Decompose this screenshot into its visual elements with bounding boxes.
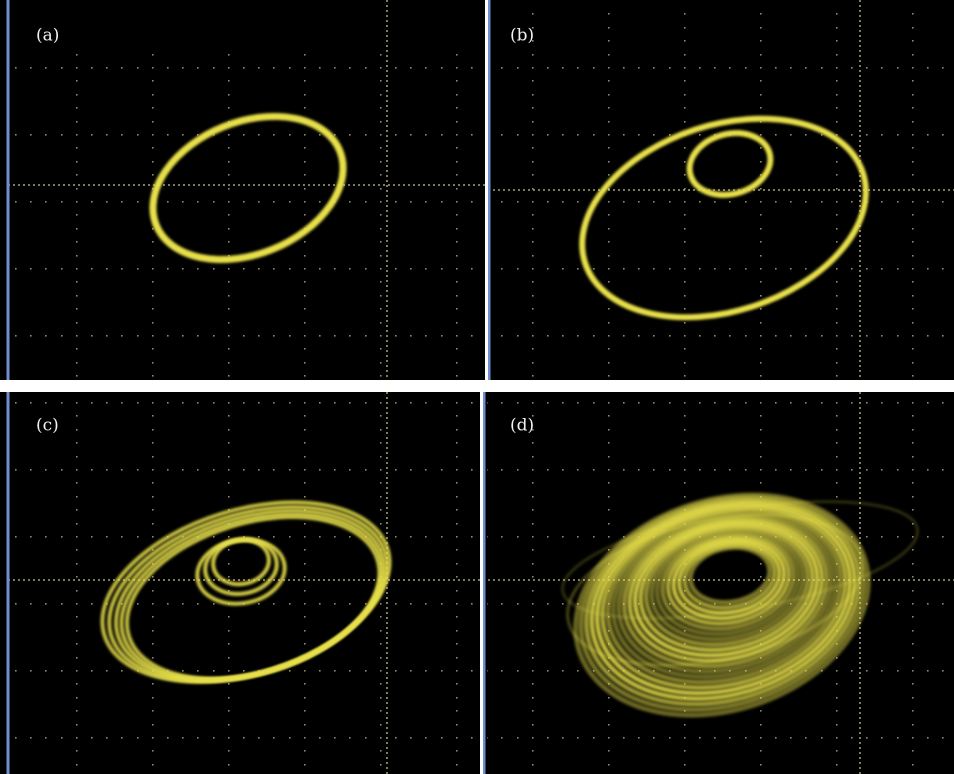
page: (a) (b) (c) (d) (() => { const data = JS…	[0, 0, 954, 774]
panel-label: (b)	[510, 26, 534, 46]
panel-label: (c)	[36, 416, 59, 436]
panel-label: (a)	[36, 26, 59, 46]
grid	[487, 400, 954, 774]
panel-c: (c)	[0, 392, 480, 774]
panel-a: (a)	[0, 0, 485, 380]
figure: (a) (b) (c) (d)	[0, 0, 954, 774]
panel-d: (d)	[483, 392, 954, 774]
panel-label: (d)	[510, 416, 534, 436]
panel-b: (b)	[488, 0, 954, 380]
grid	[11, 400, 480, 774]
grid	[11, 50, 485, 380]
